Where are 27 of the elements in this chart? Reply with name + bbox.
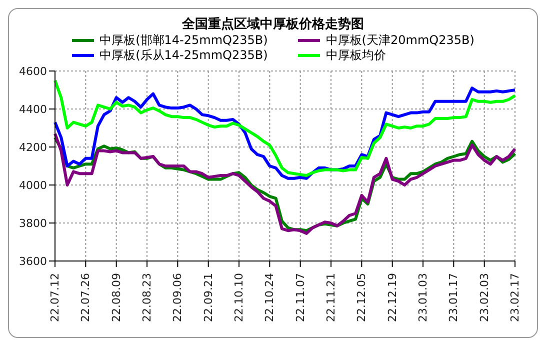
chart-title: 全国重点区域中厚板价格走势图: [181, 16, 365, 33]
y-tick-label: 3600: [19, 254, 47, 268]
x-tick-label: 23.02.17: [508, 273, 522, 322]
x-tick-label: 22.10.10: [232, 273, 246, 322]
x-tick-label: 22.11.21: [324, 273, 338, 322]
legend-label: 中厚板(邯郸14-25mmQ235B): [100, 33, 268, 48]
x-tick-label: 22.12.05: [355, 273, 368, 322]
y-tick-label: 3800: [19, 216, 47, 230]
y-tick-label: 4000: [19, 178, 47, 192]
legend-label: 中厚板(天津20mmQ235B): [326, 33, 474, 48]
legend-label: 中厚板(乐从14-25mmQ235B): [100, 48, 268, 63]
legend-label: 中厚板均价: [326, 48, 386, 63]
x-tick-label: 22.07.12: [48, 273, 62, 322]
y-tick-label: 4400: [19, 102, 47, 116]
x-tick-label: 22.08.23: [140, 273, 154, 322]
x-tick-label: 22.12.19: [386, 273, 399, 322]
x-tick-label: 23.02.03: [478, 273, 491, 322]
x-tick-label: 22.09.21: [202, 273, 215, 322]
x-tick-label: 22.09.06: [171, 273, 184, 322]
x-tick-label: 22.08.09: [110, 273, 123, 322]
x-tick-label: 22.11.07: [294, 273, 307, 322]
x-tick-label: 22.10.24: [263, 273, 276, 322]
y-tick-label: 4600: [19, 64, 47, 78]
x-tick-label: 22.07.26: [79, 273, 92, 322]
x-tick-label: 23.01.17: [447, 273, 460, 322]
y-tick-label: 4200: [19, 140, 47, 154]
x-tick-label: 23.01.03: [416, 273, 430, 322]
